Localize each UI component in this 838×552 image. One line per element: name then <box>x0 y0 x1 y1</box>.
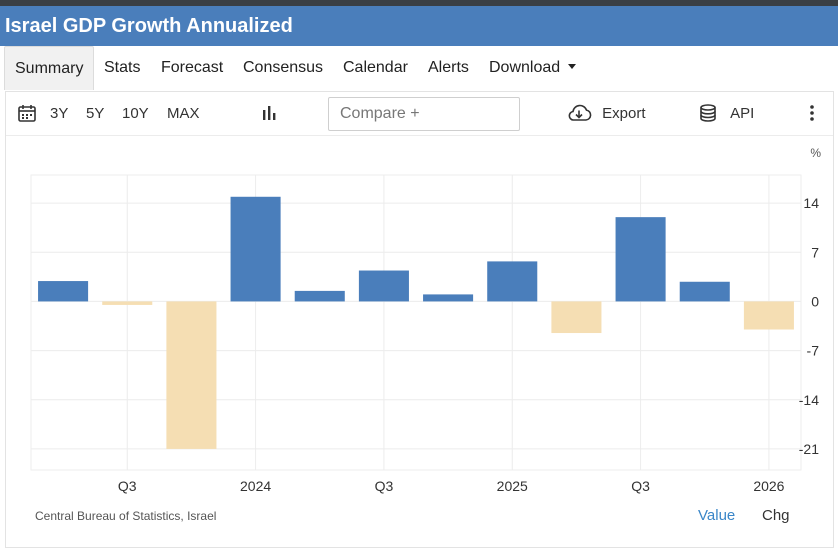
chart-panel: 3Y 5Y 10Y MAX Export <box>5 91 834 548</box>
calendar-icon[interactable] <box>17 92 37 136</box>
range-10y-button[interactable]: 10Y <box>122 105 149 122</box>
tab-download[interactable]: Download <box>489 46 577 90</box>
compare-input[interactable] <box>328 97 520 131</box>
bars <box>38 196 794 449</box>
range-max-button[interactable]: MAX <box>167 105 200 122</box>
bar-2025-q4[interactable] <box>679 281 730 302</box>
bar-2025-q1[interactable] <box>487 261 538 302</box>
x-tick-label: 2025 <box>497 478 528 494</box>
tab-consensus[interactable]: Consensus <box>243 59 324 76</box>
x-tick-label: Q3 <box>118 478 137 494</box>
range-3y-button[interactable]: 3Y <box>50 105 69 122</box>
y-tick-label: -21 <box>799 441 819 457</box>
chevron-down-icon <box>568 63 577 69</box>
x-tick-label: Q3 <box>631 478 650 494</box>
bar-2023-q3[interactable] <box>102 301 153 305</box>
export-label: Export <box>602 105 646 122</box>
y-tick-label: 7 <box>811 244 819 260</box>
legend-value-toggle[interactable]: Value <box>698 507 736 524</box>
x-tick-label: 2024 <box>240 478 271 494</box>
title-bar: Israel GDP Growth Annualized <box>0 6 838 46</box>
y-tick-label: -7 <box>807 343 820 359</box>
api-button[interactable]: API <box>698 92 754 136</box>
y-tick-label: 0 <box>811 293 819 309</box>
tab-download-label: Download <box>489 59 561 76</box>
plot-frame <box>30 174 802 471</box>
cloud-download-icon <box>568 104 592 121</box>
tab-bar: Summary Stats Forecast Consensus Calenda… <box>0 46 838 90</box>
export-button[interactable]: Export <box>566 92 646 136</box>
page-title: Israel GDP Growth Annualized <box>5 15 293 37</box>
bar-2024-q1[interactable] <box>230 196 281 302</box>
database-icon <box>700 103 716 122</box>
tab-stats[interactable]: Stats <box>104 59 141 76</box>
bar-2023-q4[interactable] <box>166 301 217 449</box>
x-tick-label: Q3 <box>375 478 394 494</box>
x-tick-label: 2026 <box>753 478 784 494</box>
y-tick-label: -14 <box>799 392 819 408</box>
tab-calendar[interactable]: Calendar <box>343 59 408 76</box>
bar-chart-icon[interactable] <box>260 92 278 136</box>
range-5y-button[interactable]: 5Y <box>86 105 105 122</box>
y-unit-label: % <box>810 146 821 160</box>
source-note: Central Bureau of Statistics, Israel <box>35 509 217 523</box>
y-tick-label: 14 <box>803 195 819 211</box>
tab-summary[interactable]: Summary <box>4 46 95 90</box>
bar-2023-q2[interactable] <box>38 281 89 302</box>
bar-2024-q4[interactable] <box>423 294 474 302</box>
bar-2024-q2[interactable] <box>294 290 345 302</box>
bar-2025-q2[interactable] <box>551 301 602 334</box>
top-strip <box>0 0 838 6</box>
api-label: API <box>730 105 755 122</box>
bar-chart: % 14 7 0 -7 -14 -21 Q3 2024 Q3 2025 Q3 2026 <box>30 146 821 494</box>
more-options-icon[interactable] <box>809 92 815 136</box>
bar-2024-q3[interactable] <box>358 270 409 302</box>
chart-toolbar: 3Y 5Y 10Y MAX Export <box>6 92 833 136</box>
axes: % 14 7 0 -7 -14 -21 Q3 2024 Q3 2025 Q3 2026 <box>118 146 821 494</box>
bar-2026-q1[interactable] <box>743 301 794 330</box>
bar-2025-q3[interactable] <box>615 217 666 302</box>
tab-alerts[interactable]: Alerts <box>428 59 469 76</box>
grid-lines <box>30 174 802 471</box>
legend-chg-toggle[interactable]: Chg <box>762 507 790 524</box>
tab-forecast[interactable]: Forecast <box>161 59 224 76</box>
